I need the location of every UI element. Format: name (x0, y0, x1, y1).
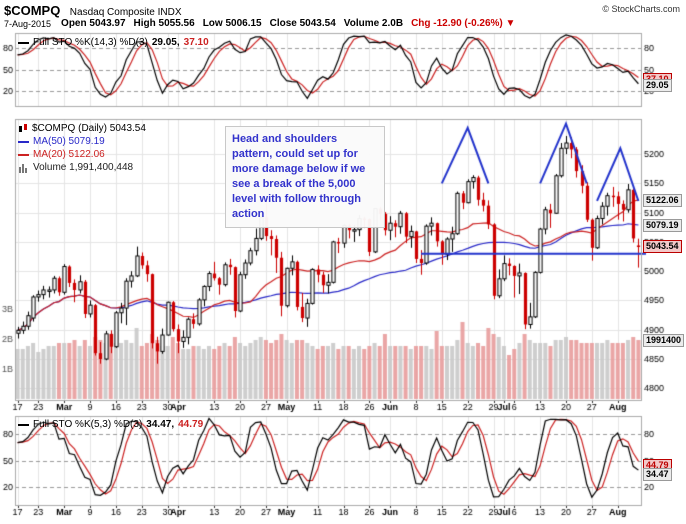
quote-volume: Volume 2.0B (343, 18, 404, 29)
chart-date: 7-Aug-2015 (4, 18, 52, 29)
sto-bottom-label: Full STO %K(5,3) %D(3) (33, 419, 143, 430)
volume-legend-row: Volume 1,991,400,448 (18, 162, 133, 173)
sto-top-k-value: 29.05, (151, 37, 180, 48)
ma50-line-icon (18, 140, 29, 143)
ma20-line-icon (18, 153, 29, 156)
sto-bottom-legend: Full STO %K(5,3) %D(3) 34.47, 44.79 (18, 419, 203, 430)
sto-bottom-k-value: 34.47, (146, 419, 175, 430)
flag-sto5-k: 34.47 (643, 468, 672, 481)
quote-change: Chg -12.90 (-0.26%) ▼ (411, 18, 516, 29)
header: $COMPQ Nasdaq Composite INDX (4, 2, 182, 20)
main-title-row: $COMPQ (Daily) 5043.54 (18, 123, 146, 134)
sto-top-label: Full STO %K(14,3) %D(3) (33, 37, 148, 48)
quote-high: High 5055.56 (133, 18, 195, 29)
copyright-link[interactable]: © StockCharts.com (602, 4, 680, 14)
volume-label: Volume 1,991,400,448 (33, 162, 134, 173)
symbol: $COMPQ (4, 3, 61, 18)
flag-close-value: 5043.54 (643, 240, 682, 253)
quote-close: Close 5043.54 (269, 18, 336, 29)
quote-line: 7-Aug-2015 Open 5043.97 High 5055.56 Low… (4, 18, 515, 29)
flag-volume-value: 1991400 (643, 334, 685, 347)
flag-sto14-k: 29.05 (643, 79, 672, 92)
flag-ma50-value: 5079.19 (643, 219, 682, 232)
sto-bottom-d-value: 44.79 (178, 419, 204, 430)
main-title: $COMPQ (Daily) 5043.54 (32, 123, 146, 134)
quote-low: Low 5006.15 (202, 18, 262, 29)
ma20-legend-row: MA(20) 5122.06 (18, 149, 105, 160)
sto-k-line-icon (18, 423, 29, 426)
index-name: Nasdaq Composite INDX (69, 7, 182, 18)
candlestick-legend-icon (19, 124, 27, 132)
volume-bars-icon (19, 163, 27, 173)
ma20-label: MA(20) 5122.06 (33, 149, 105, 160)
ma50-label: MA(50) 5079.19 (33, 136, 105, 147)
sto-k-line-icon (18, 41, 29, 44)
head-and-shoulders-annotation: Head and shoulders pattern, could set up… (225, 126, 385, 228)
sto-top-d-value: 37.10 (183, 37, 209, 48)
sto-top-legend: Full STO %K(14,3) %D(3) 29.05, 37.10 (18, 37, 209, 48)
flag-ma20-value: 5122.06 (643, 194, 682, 207)
ma50-legend-row: MA(50) 5079.19 (18, 136, 105, 147)
quote-open: Open 5043.97 (61, 18, 126, 29)
